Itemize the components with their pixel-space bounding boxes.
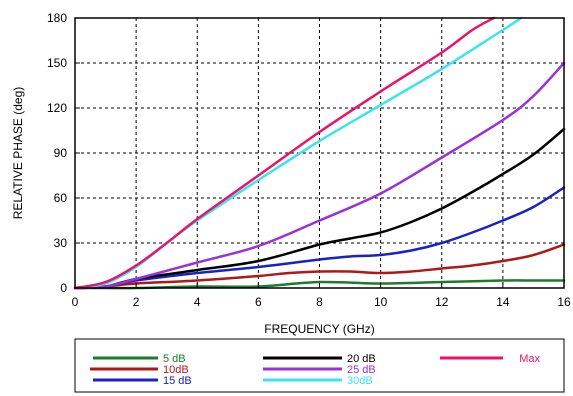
x-tick-label: 2 xyxy=(133,295,140,309)
x-tick-label: 12 xyxy=(435,295,449,309)
legend-label-30db: 30dB xyxy=(347,375,373,387)
x-tick-label: 16 xyxy=(557,295,571,309)
x-tick-label: 14 xyxy=(496,295,510,309)
y-tick-label: 150 xyxy=(47,56,67,70)
series-line-30db xyxy=(73,16,523,290)
legend-label-max: Max xyxy=(519,353,540,365)
y-tick-label: 90 xyxy=(54,146,68,160)
x-tick-label: 10 xyxy=(374,295,388,309)
x-tick-label: 6 xyxy=(255,295,262,309)
x-axis-label: FREQUENCY (GHz) xyxy=(264,322,374,336)
legend-label-20db: 20 dB xyxy=(347,353,376,365)
legend-box xyxy=(74,338,565,393)
y-tick-label: 60 xyxy=(54,191,68,205)
y-axis-label: RELATIVE PHASE (deg) xyxy=(11,87,25,220)
x-tick-label: 8 xyxy=(316,295,323,309)
legend-label-5db: 5 dB xyxy=(163,353,186,365)
series-line-max xyxy=(73,16,495,290)
y-tick-label: 180 xyxy=(47,11,67,25)
x-tick-label: 0 xyxy=(72,295,79,309)
series-line-25db xyxy=(73,61,566,290)
legend-label-10db: 10dB xyxy=(163,364,189,376)
series-line-10db xyxy=(73,243,566,290)
y-tick-label: 120 xyxy=(47,101,67,115)
series-line-15db xyxy=(73,186,566,290)
y-tick-label: 0 xyxy=(60,281,67,295)
y-ticks: 0 30 60 90 120 150 180 xyxy=(47,11,80,295)
y-tick-label: 30 xyxy=(54,236,68,250)
x-ticks: 0 2 4 6 8 10 12 14 16 xyxy=(72,283,571,309)
x-tick-label: 4 xyxy=(194,295,201,309)
legend-label-15db: 15 dB xyxy=(163,375,192,387)
legend-label-25db: 25 dB xyxy=(347,364,376,376)
